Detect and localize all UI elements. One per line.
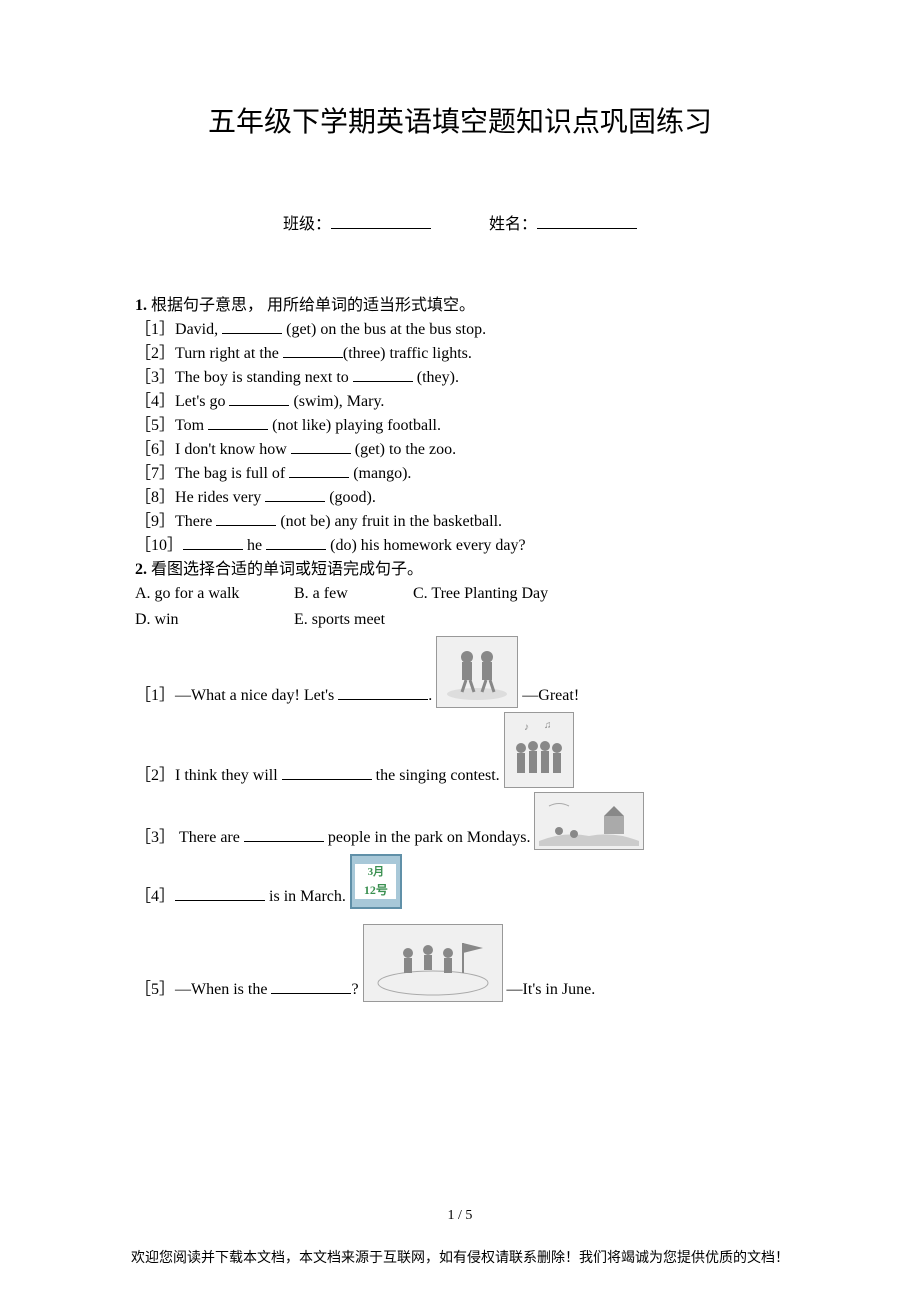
blank [271, 978, 351, 994]
option-c: C. Tree Planting Day [413, 582, 568, 606]
blank [282, 764, 372, 780]
blank [289, 462, 349, 478]
question-1-5: ［5］Tom (not like) playing football. [135, 414, 785, 438]
section2-header: 2. 看图选择合适的单词或短语完成句子。 [135, 558, 785, 582]
blank [208, 414, 268, 430]
options-row-2: D. win E. sports meet [135, 608, 785, 632]
image-park [534, 792, 644, 850]
blank [353, 366, 413, 382]
image-calendar: 3月 12号 [350, 854, 402, 909]
blank [244, 826, 324, 842]
question-2-5: ［5］—When is the ? —It's in June. [135, 924, 785, 1002]
question-1-4: ［4］Let's go (swim), Mary. [135, 390, 785, 414]
class-name-row: 班级： 姓名： [135, 210, 785, 234]
question-1-10: ［10］ he (do) his homework every day? [135, 534, 785, 558]
option-d: D. win [135, 608, 290, 632]
document-title: 五年级下学期英语填空题知识点巩固练习 [135, 100, 785, 140]
image-singing: ♪♫ [504, 712, 574, 788]
question-2-4: ［4］ is in March. 3月 12号 [135, 854, 785, 909]
blank [216, 510, 276, 526]
blank [175, 885, 265, 901]
section1-header: 1. 根据句子意思， 用所给单词的适当形式填空。 [135, 294, 785, 318]
section2-num: 2. [135, 561, 147, 578]
question-1-6: ［6］I don't know how (get) to the zoo. [135, 438, 785, 462]
question-1-3: ［3］The boy is standing next to (they). [135, 366, 785, 390]
question-2-2: ［2］I think they will the singing contest… [135, 712, 785, 788]
blank [222, 318, 282, 334]
name-label: 姓名： [489, 216, 537, 233]
question-1-1: ［1］David, (get) on the bus at the bus st… [135, 318, 785, 342]
blank [229, 390, 289, 406]
image-walking [436, 636, 518, 708]
blank [291, 438, 351, 454]
option-e: E. sports meet [294, 608, 449, 632]
svg-text:♪: ♪ [524, 722, 529, 733]
option-b: B. a few [294, 582, 409, 606]
question-2-1: ［1］—What a nice day! Let's . —Great! [135, 636, 785, 708]
footer-text: 欢迎您阅读并下载本文档，本文档来源于互联网，如有侵权请联系删除！我们将竭诚为您提… [0, 1247, 920, 1267]
class-blank [331, 211, 431, 229]
section1-num: 1. [135, 297, 147, 314]
blank [338, 684, 428, 700]
blank [283, 342, 343, 358]
page-number: 1 / 5 [0, 1208, 920, 1224]
question-2-3: ［3］ There are people in the park on Mond… [135, 792, 785, 850]
image-sports [363, 924, 503, 1002]
blank [266, 534, 326, 550]
blank [265, 486, 325, 502]
option-a: A. go for a walk [135, 582, 290, 606]
svg-text:♫: ♫ [544, 720, 552, 731]
question-1-9: ［9］There (not be) any fruit in the baske… [135, 510, 785, 534]
content-area: 1. 根据句子意思， 用所给单词的适当形式填空。 ［1］David, (get)… [135, 294, 785, 1002]
name-blank [537, 211, 637, 229]
class-label: 班级： [283, 216, 331, 233]
options-row-1: A. go for a walk B. a few C. Tree Planti… [135, 582, 785, 606]
question-1-8: ［8］He rides very (good). [135, 486, 785, 510]
question-1-2: ［2］Turn right at the (three) traffic lig… [135, 342, 785, 366]
section1-text: 根据句子意思， 用所给单词的适当形式填空。 [151, 297, 475, 314]
section2-text: 看图选择合适的单词或短语完成句子。 [151, 561, 423, 578]
blank [183, 534, 243, 550]
question-1-7: ［7］The bag is full of (mango). [135, 462, 785, 486]
